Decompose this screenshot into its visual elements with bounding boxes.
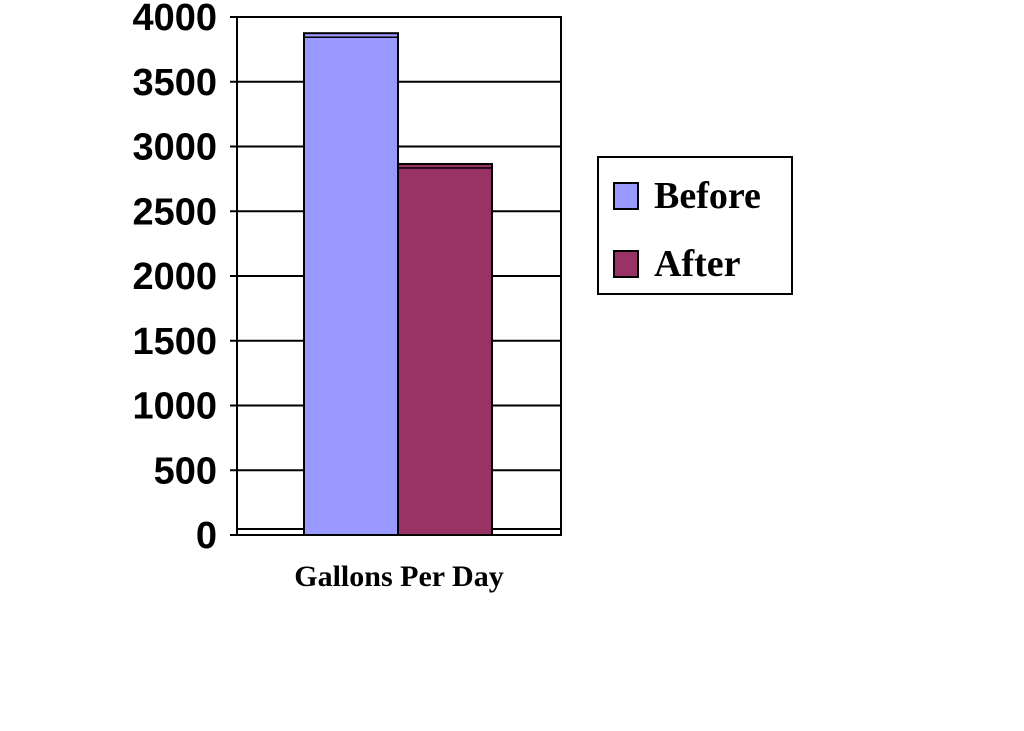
ytick-label-1500: 1500 — [132, 321, 217, 363]
legend-swatch-after — [613, 250, 639, 278]
x-axis-category-labels: Gallons Per Day — [294, 560, 503, 593]
bar-before-0 — [303, 32, 399, 536]
x-category-label: Gallons Per Day — [294, 560, 503, 593]
bars — [303, 32, 493, 536]
ytick-label-500: 500 — [154, 450, 217, 492]
ytick-label-0: 0 — [196, 515, 217, 557]
y-axis-ticks — [230, 16, 237, 536]
ytick-label-3000: 3000 — [132, 127, 217, 169]
y-axis-tick-labels: 0 500 1000 1500 2000 2500 3000 3500 4000 — [132, 0, 217, 557]
ytick-label-2500: 2500 — [132, 191, 217, 233]
bar-after-0 — [397, 162, 493, 536]
ytick-label-3500: 3500 — [132, 62, 217, 104]
legend-label-before: Before — [654, 175, 761, 217]
legend-label-after: After — [654, 243, 741, 285]
ytick-label-4000: 4000 — [132, 0, 217, 39]
ytick-label-2000: 2000 — [132, 256, 217, 298]
legend: Before After — [597, 156, 793, 295]
ytick-label-1000: 1000 — [132, 386, 217, 428]
legend-swatch-before — [613, 182, 639, 210]
